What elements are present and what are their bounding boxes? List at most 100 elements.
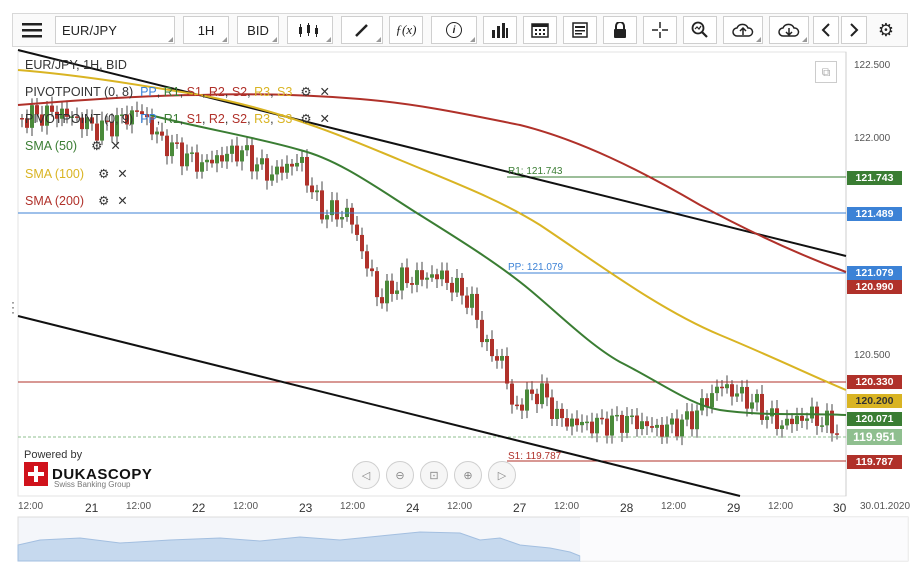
settings-button[interactable]: ⚙ — [871, 16, 901, 44]
close-icon[interactable]: ✕ — [110, 139, 121, 153]
close-icon[interactable]: ✕ — [117, 167, 128, 181]
fit-button[interactable]: ⊡ — [420, 461, 448, 489]
candle-body — [335, 200, 339, 220]
lower-trend-line[interactable] — [17, 315, 741, 497]
pivot2-legend[interactable]: PIVOTPOINT (0, 9) PP, R1, S1, R2, S2, R3… — [25, 111, 331, 127]
draw-button[interactable] — [341, 16, 383, 44]
candle-body — [505, 355, 509, 384]
candle-body — [615, 414, 619, 417]
candle-body — [540, 383, 544, 405]
download-button[interactable] — [769, 16, 809, 44]
close-icon[interactable]: ✕ — [319, 112, 331, 126]
sma200-legend[interactable]: SMA (200) ⚙ ✕ — [25, 193, 128, 209]
symbol-select[interactable]: EUR/JPY — [55, 16, 175, 44]
zoom-out-button[interactable]: ⊖ — [386, 461, 414, 489]
candle-body — [300, 156, 304, 163]
candle-body — [285, 163, 289, 173]
upper-trend-line[interactable] — [17, 49, 847, 257]
candle-body — [260, 158, 264, 165]
gear-icon[interactable]: ⚙ — [300, 85, 312, 99]
price-side-select[interactable]: BID — [237, 16, 279, 44]
candle-body — [695, 410, 699, 430]
gear-icon[interactable]: ⚙ — [98, 167, 110, 181]
gear-icon: ⚙ — [877, 19, 895, 40]
candle-body — [570, 418, 574, 427]
scroll-right-button[interactable] — [841, 16, 867, 44]
candle-body — [80, 117, 84, 130]
expand-button[interactable]: ⧉ — [815, 61, 837, 83]
crosshair-button[interactable] — [643, 16, 677, 44]
upload-button[interactable] — [723, 16, 763, 44]
candle-body — [445, 270, 449, 283]
blue-price-tag: 121.489 — [847, 207, 902, 221]
template-button[interactable] — [563, 16, 597, 44]
menu-icon[interactable] — [17, 16, 47, 44]
pivot2-r1: R1 — [163, 111, 180, 126]
zoom-in-button[interactable]: ⊕ — [454, 461, 482, 489]
candle-body — [565, 418, 569, 427]
sma100-legend[interactable]: SMA (100) ⚙ ✕ — [25, 166, 128, 182]
panel-resize-handle[interactable]: · · · — [11, 295, 15, 319]
candle-body — [550, 397, 554, 419]
chart-type-button[interactable] — [287, 16, 333, 44]
sma50-legend[interactable]: SMA (50) ⚙ ✕ — [25, 138, 121, 154]
candle-body — [680, 419, 684, 437]
candle-body — [735, 393, 739, 397]
candle-body — [560, 408, 564, 419]
candle-body — [800, 415, 804, 421]
lock-button[interactable] — [603, 16, 637, 44]
pan-left-button[interactable]: ◁ — [352, 461, 380, 489]
s1-price-tag: 119.787 — [847, 455, 902, 469]
candle-body — [730, 384, 734, 397]
pivot1-r2: R2 — [208, 84, 225, 99]
gear-icon[interactable]: ⚙ — [91, 139, 103, 153]
candle-body — [630, 415, 634, 418]
pan-right-button[interactable]: ▷ — [488, 461, 516, 489]
candle-body — [255, 164, 259, 172]
info-button[interactable]: i — [431, 16, 477, 44]
sma50-price-tag: 120.071 — [847, 412, 902, 426]
candle-body — [410, 283, 414, 285]
candle-body — [230, 145, 234, 154]
candle-body — [185, 153, 189, 167]
candle-body — [750, 402, 754, 409]
candle-body — [155, 131, 159, 135]
candle-body — [740, 386, 744, 394]
candle-body — [375, 271, 379, 298]
candle-body — [180, 142, 184, 167]
gear-icon[interactable]: ⚙ — [300, 112, 312, 126]
candle-body — [705, 398, 709, 408]
candle-body — [500, 355, 504, 361]
close-icon[interactable]: ✕ — [117, 194, 128, 208]
pivot1-legend[interactable]: PIVOTPOINT (0, 8) PP, R1, S1, R2, S2, R3… — [25, 84, 331, 100]
candle-body — [435, 274, 439, 280]
candle-body — [545, 383, 549, 398]
candle-body — [50, 105, 54, 112]
candle-body — [65, 108, 69, 117]
timeframe-select[interactable]: 1H — [183, 16, 229, 44]
scroll-left-button[interactable] — [813, 16, 839, 44]
candle-body — [770, 408, 774, 417]
indicators-button[interactable]: ƒ(x) — [389, 16, 423, 44]
close-icon[interactable]: ✕ — [319, 85, 331, 99]
candle-body — [345, 207, 349, 218]
time-tick: 29 — [727, 501, 741, 515]
candle-body — [710, 393, 714, 408]
candle-body — [525, 389, 529, 411]
candle-body — [455, 277, 459, 293]
volume-button[interactable] — [483, 16, 517, 44]
gear-icon[interactable]: ⚙ — [98, 194, 110, 208]
candle-body — [585, 421, 589, 424]
candle-body — [690, 411, 694, 430]
time-tick: 12:00 — [126, 501, 152, 512]
candle-body — [380, 297, 384, 304]
calendar-button[interactable] — [523, 16, 557, 44]
candle-body — [85, 117, 89, 130]
candle-body — [365, 251, 369, 269]
navigator-window[interactable] — [580, 517, 908, 561]
pivot1-r3: R3 — [254, 84, 271, 99]
zoom-button[interactable] — [683, 16, 717, 44]
dukascopy-logo[interactable]: DUKASCOPY Swiss Banking Group — [24, 462, 152, 489]
